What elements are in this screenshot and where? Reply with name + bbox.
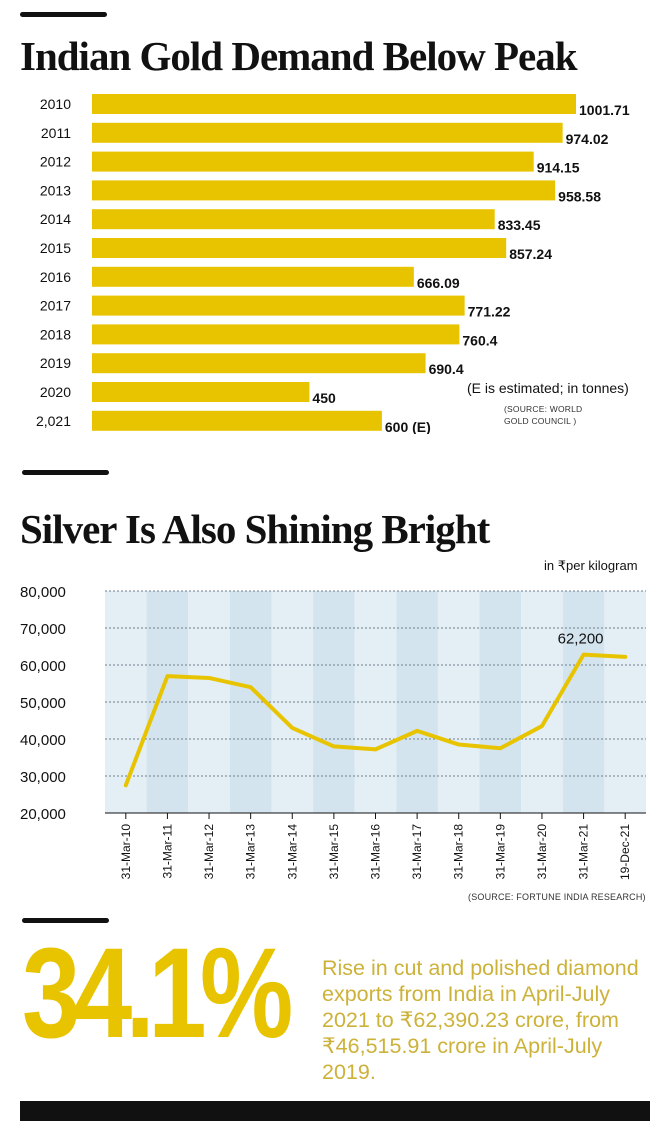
x-tick-label: 31-Mar-10 bbox=[119, 824, 133, 880]
y-tick-label: 60,000 bbox=[20, 658, 66, 675]
x-tick-label: 31-Mar-15 bbox=[327, 824, 341, 880]
gold-unit-note: (E is estimated; in tonnes) bbox=[467, 380, 629, 396]
gold-value-label: 690.4 bbox=[429, 361, 464, 377]
gold-value-label: 857.24 bbox=[509, 246, 552, 262]
gold-year-label: 2011 bbox=[41, 125, 71, 141]
x-tick-label: 31-Mar-19 bbox=[493, 824, 507, 880]
stat-value: 34.1% bbox=[22, 922, 293, 1065]
silver-source: (SOURCE: FORTUNE INDIA RESEARCH) bbox=[468, 892, 646, 902]
silver-unit-label: in ₹per kilogram bbox=[544, 558, 638, 573]
silver-price-point bbox=[457, 743, 461, 747]
y-tick-label: 70,000 bbox=[20, 621, 66, 638]
x-tick-label: 31-Mar-18 bbox=[452, 824, 466, 880]
gold-bar bbox=[92, 353, 426, 374]
gold-year-label: 2013 bbox=[40, 182, 71, 198]
gold-year-label: 2019 bbox=[40, 355, 71, 371]
gold-value-label: 974.02 bbox=[566, 131, 609, 147]
x-tick-label: 31-Mar-11 bbox=[160, 824, 174, 879]
gold-year-label: 2015 bbox=[40, 240, 71, 256]
gold-year-label: 2012 bbox=[40, 154, 71, 170]
silver-price-point bbox=[249, 685, 253, 689]
silver-price-point bbox=[623, 655, 627, 659]
y-tick-label: 20,000 bbox=[20, 806, 66, 823]
bottom-bar bbox=[20, 1101, 650, 1121]
gold-value-label: 450 bbox=[312, 390, 336, 406]
silver-price-point bbox=[332, 744, 336, 748]
silver-price-point bbox=[582, 653, 586, 657]
silver-price-point bbox=[498, 746, 502, 750]
gold-value-label: 833.45 bbox=[498, 217, 541, 233]
silver-price-point bbox=[165, 674, 169, 678]
gold-chart-title: Indian Gold Demand Below Peak bbox=[20, 33, 577, 79]
gold-year-label: 2010 bbox=[40, 96, 71, 112]
x-tick-label: 31-Mar-17 bbox=[410, 824, 424, 880]
gold-value-label: 958.58 bbox=[558, 188, 601, 204]
gold-bar bbox=[92, 410, 382, 431]
gold-bar bbox=[92, 382, 310, 402]
gold-year-label: 2018 bbox=[40, 326, 71, 342]
x-tick-label: 31-Mar-16 bbox=[369, 824, 383, 880]
gold-bar bbox=[92, 122, 563, 143]
gold-bar bbox=[92, 324, 460, 345]
gold-bar bbox=[92, 266, 414, 287]
gold-bar bbox=[92, 180, 556, 201]
gold-year-label: 2,021 bbox=[36, 413, 71, 429]
gold-source-line-2: GOLD COUNCIL ) bbox=[504, 416, 577, 426]
gold-value-label: 771.22 bbox=[468, 304, 511, 320]
gold-value-label: 666.09 bbox=[417, 275, 460, 291]
silver-chart-title: Silver Is Also Shining Bright bbox=[20, 506, 490, 552]
x-tick-label: 31-Mar-13 bbox=[244, 824, 258, 880]
gold-bar bbox=[92, 295, 465, 316]
peak-annotation: 62,200 bbox=[558, 631, 604, 648]
silver-price-point bbox=[540, 724, 544, 728]
section-rule-silver bbox=[22, 470, 109, 475]
silver-price-point bbox=[124, 783, 128, 787]
gold-bar bbox=[92, 94, 576, 114]
x-tick-label: 19-Dec-21 bbox=[618, 824, 632, 880]
gold-demand-bar-chart: 2010 1001.71 2011 974.02 2012 914.15 2013 958.5… bbox=[36, 94, 630, 434]
y-tick-label: 50,000 bbox=[20, 695, 66, 712]
stat-description: Rise in cut and polished diamond exports… bbox=[322, 956, 639, 1084]
section-rule-stat bbox=[22, 918, 109, 923]
gold-year-label: 2020 bbox=[40, 384, 71, 400]
x-tick-label: 31-Mar-12 bbox=[202, 824, 216, 880]
x-tick-label: 31-Mar-20 bbox=[535, 824, 549, 880]
y-tick-label: 40,000 bbox=[20, 732, 66, 749]
silver-price-point bbox=[374, 747, 377, 751]
gold-year-label: 2017 bbox=[40, 298, 71, 314]
silver-price-point bbox=[207, 676, 211, 680]
y-tick-label: 30,000 bbox=[20, 769, 66, 786]
gold-bar bbox=[92, 209, 495, 230]
top-rule bbox=[20, 12, 107, 17]
silver-price-point bbox=[415, 729, 419, 733]
gold-bar bbox=[92, 151, 534, 172]
silver-price-point bbox=[290, 726, 294, 730]
gold-value-label: 600 (E) bbox=[385, 419, 431, 434]
gold-year-label: 2016 bbox=[40, 269, 71, 285]
gold-value-label: 1001.71 bbox=[579, 102, 630, 118]
gold-bar bbox=[92, 238, 507, 258]
gold-source-line-1: (SOURCE: WORLD bbox=[504, 404, 583, 414]
gold-year-label: 2014 bbox=[40, 211, 71, 227]
gold-value-label: 760.4 bbox=[462, 332, 497, 348]
y-tick-label: 80,000 bbox=[20, 584, 66, 601]
gold-value-label: 914.15 bbox=[537, 160, 580, 176]
silver-price-line-chart: 80,000 70,000 60,000 50,000 40,000 30,000 20,0… bbox=[20, 584, 646, 880]
x-tick-label: 31-Mar-14 bbox=[285, 824, 299, 880]
x-tick-label: 31-Mar-21 bbox=[577, 824, 591, 880]
